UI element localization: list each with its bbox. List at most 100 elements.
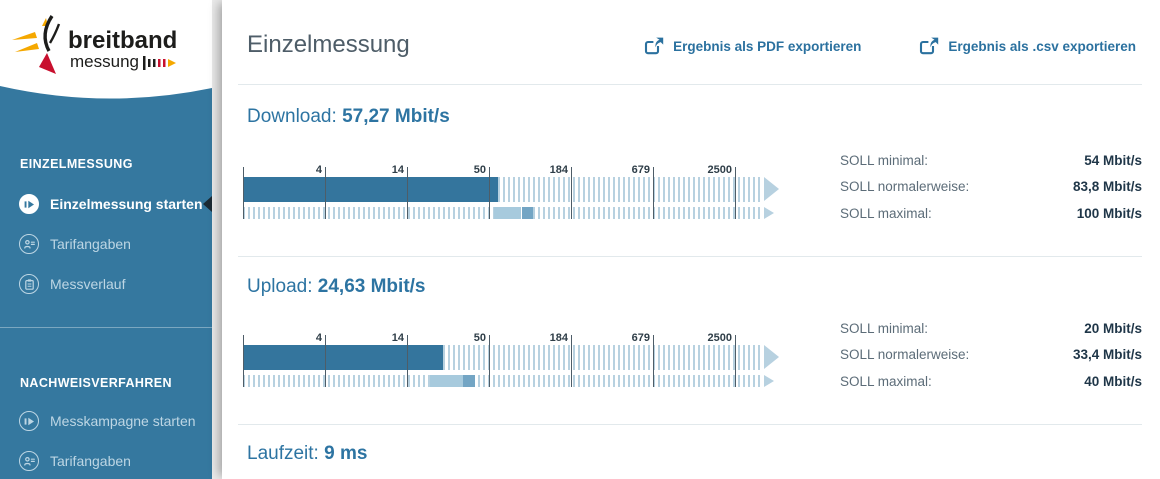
sidebar-item-einzelmessung-starten[interactable]: Einzelmessung starten xyxy=(0,191,212,217)
scale-tick xyxy=(325,167,326,219)
sidebar-divider xyxy=(0,327,212,328)
download-heading: Download: 57,27 Mbit/s xyxy=(247,106,450,128)
scale-tick-label: 184 xyxy=(549,332,568,344)
section-divider xyxy=(238,256,1142,257)
soll-row: SOLL minimal: 54 Mbit/s xyxy=(840,147,1142,174)
scale-tick xyxy=(653,335,654,387)
laufzeit-label: Laufzeit: xyxy=(247,443,319,464)
export-csv-label: Ergebnis als .csv exportieren xyxy=(948,38,1136,54)
sidebar-item-tarifangaben-2[interactable]: Tarifangaben xyxy=(0,448,212,474)
soll-minimal-label: SOLL minimal: xyxy=(840,320,929,336)
scale-tick xyxy=(407,167,408,219)
share-arrow-icon xyxy=(645,37,664,55)
upload-soll-range-min-normal xyxy=(430,375,463,387)
laufzeit-heading: Laufzeit: 9 ms xyxy=(247,443,367,465)
laufzeit-value: 9 ms xyxy=(324,443,368,464)
sidebar-item-label: Messkampagne starten xyxy=(50,413,196,429)
scale-tick xyxy=(735,167,736,219)
soll-minimal-value: 20 Mbit/s xyxy=(1084,320,1142,336)
sidebar-item-label: Tarifangaben xyxy=(50,236,131,252)
breitbandmessung-logo-icon: breitband messung xyxy=(12,15,177,74)
soll-normal-value: 83,8 Mbit/s xyxy=(1072,179,1142,195)
page-title: Einzelmessung xyxy=(247,31,410,58)
soll-row: SOLL normalerweise: 33,4 Mbit/s xyxy=(840,342,1142,369)
upload-value: 24,63 Mbit/s xyxy=(317,276,426,297)
soll-maximal-label: SOLL maximal: xyxy=(840,205,932,221)
upload-soll-bar xyxy=(243,375,763,387)
brand-logo[interactable]: breitband messung xyxy=(0,0,212,106)
person-card-icon xyxy=(19,234,39,254)
soll-maximal-label: SOLL maximal: xyxy=(840,373,932,389)
play-circle-icon xyxy=(19,194,39,214)
svg-text:breitband: breitband xyxy=(68,27,177,54)
logo-panel: breitband messung xyxy=(0,0,212,99)
sidebar-item-messkampagne-starten[interactable]: Messkampagne starten xyxy=(0,408,212,434)
soll-normal-label: SOLL normalerweise: xyxy=(840,179,970,195)
soll-row: SOLL maximal: 40 Mbit/s xyxy=(840,368,1142,395)
svg-text:messung: messung xyxy=(70,52,139,71)
download-scale-bar xyxy=(243,177,763,202)
person-card-icon xyxy=(19,451,39,471)
soll-row: SOLL normalerweise: 83,8 Mbit/s xyxy=(840,174,1142,201)
sidebar-item-label: Messverlauf xyxy=(50,276,126,292)
gauge-download: 4 14 50 184 679 2500 xyxy=(243,164,780,222)
right-arrow-head-icon xyxy=(764,345,779,369)
upload-soll-range-normal-max xyxy=(463,375,475,387)
scale-tick-label: 4 xyxy=(315,332,322,344)
layout-gap xyxy=(212,0,222,479)
upload-scale-bar xyxy=(243,345,763,370)
content-panel: Einzelmessung Ergebnis als PDF exportier… xyxy=(222,0,1160,479)
export-pdf-button[interactable]: Ergebnis als PDF exportieren xyxy=(644,37,861,55)
scale-tick xyxy=(571,335,572,387)
right-arrow-head-icon xyxy=(764,207,774,219)
soll-maximal-value: 40 Mbit/s xyxy=(1084,373,1142,389)
sidebar-section-nachweisverfahren: NACHWEISVERFAHREN xyxy=(20,376,172,390)
active-item-marker-icon xyxy=(203,196,212,212)
export-csv-button[interactable]: Ergebnis als .csv exportieren xyxy=(919,37,1136,55)
soll-minimal-label: SOLL minimal: xyxy=(840,152,929,168)
scale-tick xyxy=(653,167,654,219)
download-soll-table: SOLL minimal: 54 Mbit/s SOLL normalerwei… xyxy=(840,147,1142,227)
scale-tick xyxy=(571,167,572,219)
download-value: 57,27 Mbit/s xyxy=(342,106,450,127)
scale-tick xyxy=(243,167,244,219)
upload-soll-table: SOLL minimal: 20 Mbit/s SOLL normalerwei… xyxy=(840,315,1142,395)
scale-tick xyxy=(325,335,326,387)
clipboard-icon xyxy=(19,274,39,294)
upload-heading: Upload: 24,63 Mbit/s xyxy=(247,276,426,298)
download-soll-bar xyxy=(243,207,763,219)
scale-tick xyxy=(243,335,244,387)
soll-minimal-value: 54 Mbit/s xyxy=(1084,152,1142,168)
gauge-upload: 4 14 50 184 679 2500 xyxy=(243,332,780,390)
sidebar-item-messverlauf[interactable]: Messverlauf xyxy=(0,271,212,297)
sidebar-item-label: Einzelmessung starten xyxy=(50,196,203,212)
download-soll-range-min-normal xyxy=(493,207,522,219)
soll-maximal-value: 100 Mbit/s xyxy=(1076,205,1142,221)
section-divider xyxy=(238,84,1142,85)
scale-tick-label: 184 xyxy=(549,164,568,176)
download-measured-fill xyxy=(243,177,498,202)
scale-tick-label: 50 xyxy=(473,332,486,344)
scale-tick-label: 4 xyxy=(315,164,322,176)
scale-tick-label: 679 xyxy=(631,164,650,176)
export-actions: Ergebnis als PDF exportieren Ergebnis al… xyxy=(644,37,1136,55)
soll-row: SOLL minimal: 20 Mbit/s xyxy=(840,315,1142,342)
soll-normal-label: SOLL normalerweise: xyxy=(840,347,970,363)
share-arrow-icon xyxy=(920,37,939,55)
download-label: Download: xyxy=(247,106,337,127)
scale-tick-label: 2500 xyxy=(707,164,732,176)
sidebar: breitband messung EINZELMESSUNG Einzelme… xyxy=(0,0,212,479)
right-arrow-head-icon xyxy=(764,177,779,201)
scale-tick xyxy=(407,335,408,387)
right-arrow-head-icon xyxy=(764,375,774,387)
download-soll-range-normal-max xyxy=(521,207,533,219)
scale-tick xyxy=(489,335,490,387)
scale-tick xyxy=(489,167,490,219)
sidebar-item-tarifangaben-1[interactable]: Tarifangaben xyxy=(0,231,212,257)
scale-tick xyxy=(735,335,736,387)
soll-normal-value: 33,4 Mbit/s xyxy=(1072,347,1142,363)
sidebar-section-einzelmessung: EINZELMESSUNG xyxy=(20,157,133,171)
scale-tick-label: 2500 xyxy=(707,332,732,344)
upload-measured-fill xyxy=(243,345,444,370)
scale-tick-label: 14 xyxy=(391,332,404,344)
